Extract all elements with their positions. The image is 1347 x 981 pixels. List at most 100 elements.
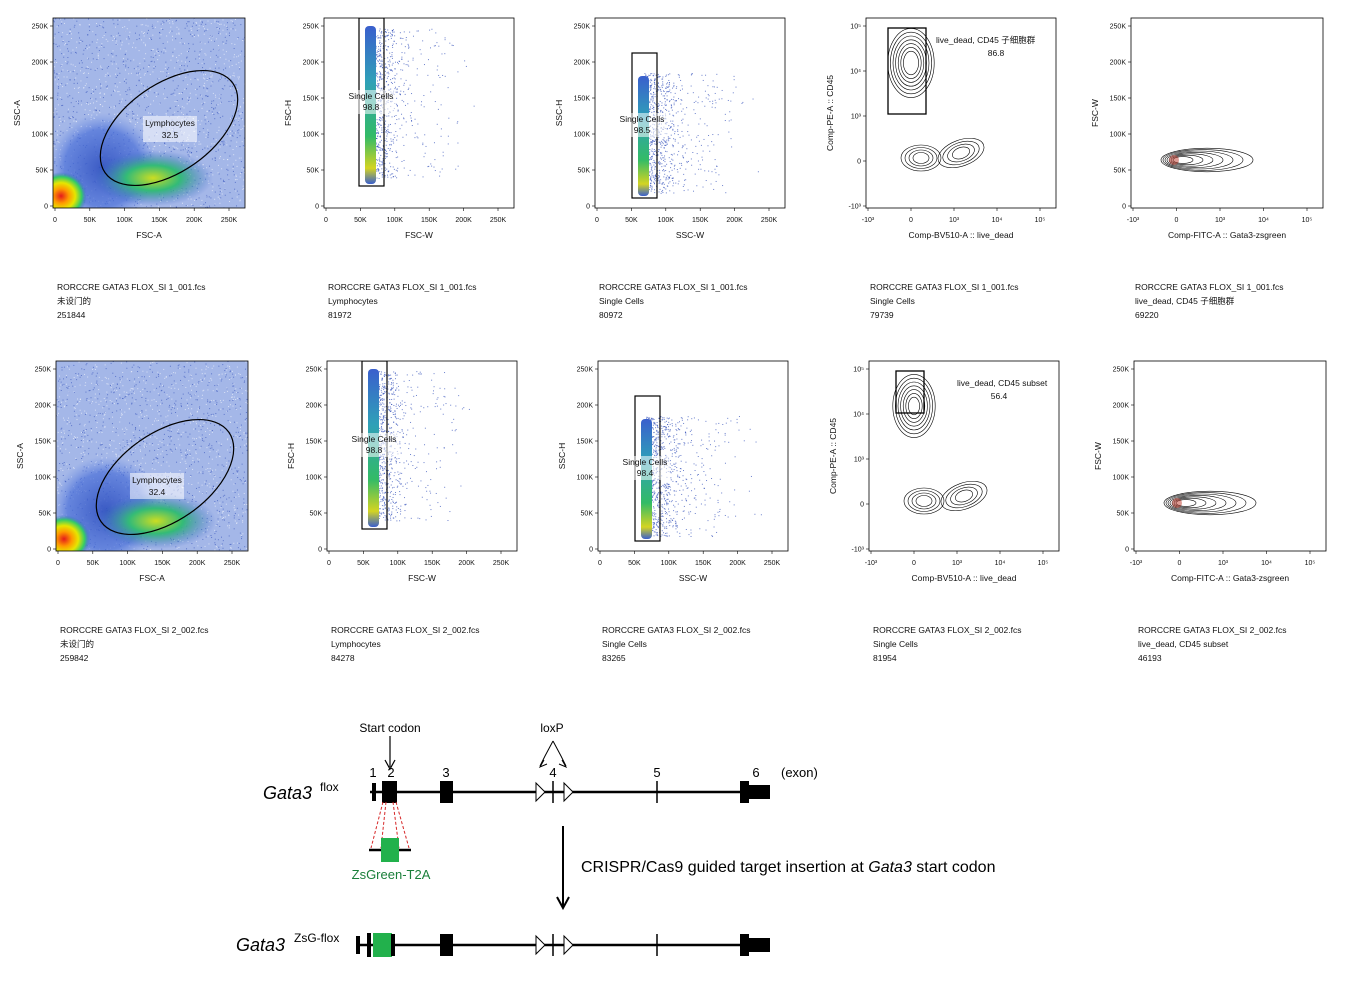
event-dot xyxy=(686,160,688,162)
event-dot xyxy=(224,194,226,196)
contour-line xyxy=(897,43,925,83)
event-dot xyxy=(155,95,157,97)
event-dot xyxy=(58,45,60,47)
event-dot xyxy=(191,203,193,205)
event-dot xyxy=(211,536,213,538)
event-dot xyxy=(663,169,665,171)
event-dot xyxy=(385,81,387,83)
event-dot xyxy=(684,179,686,181)
event-dot xyxy=(376,51,378,53)
event-dot xyxy=(436,69,438,71)
event-dot xyxy=(226,40,228,42)
event-dot xyxy=(107,40,109,42)
event-dot xyxy=(128,87,130,89)
event-dot xyxy=(196,151,198,153)
event-dot xyxy=(217,149,219,151)
event-dot xyxy=(84,423,86,425)
y-axis-title: SSC-A xyxy=(12,100,22,126)
event-dot xyxy=(108,378,110,380)
event-dot xyxy=(378,126,380,128)
event-dot xyxy=(193,143,195,145)
event-dot xyxy=(225,42,227,44)
event-dot xyxy=(386,66,388,68)
event-dot xyxy=(246,549,248,551)
event-dot xyxy=(178,32,180,34)
event-dot xyxy=(171,412,173,414)
event-dot xyxy=(207,136,209,138)
event-dot xyxy=(730,100,732,102)
event-dot xyxy=(187,97,189,99)
event-dot xyxy=(218,549,220,551)
event-dot xyxy=(661,183,663,185)
event-dot xyxy=(416,136,418,138)
event-dot xyxy=(146,391,148,393)
x-tick-label: 10⁴ xyxy=(1258,217,1269,224)
event-dot xyxy=(375,65,377,67)
event-dot xyxy=(101,44,103,46)
event-dot xyxy=(397,109,399,111)
event-dot xyxy=(115,55,117,57)
lymphocyte-gate xyxy=(99,69,239,187)
event-dot xyxy=(236,145,238,147)
event-dot xyxy=(396,139,398,141)
event-dot xyxy=(378,79,380,81)
event-dot xyxy=(203,422,205,424)
event-dot xyxy=(197,34,199,36)
event-dot xyxy=(231,197,233,199)
event-dot xyxy=(205,202,207,204)
event-dot xyxy=(229,155,231,157)
event-dot xyxy=(203,77,205,79)
event-dot xyxy=(188,380,190,382)
event-dot xyxy=(672,146,674,148)
event-dot xyxy=(173,380,175,382)
event-dot xyxy=(62,41,64,43)
event-dot xyxy=(444,53,446,55)
event-dot xyxy=(184,69,186,71)
event-dot xyxy=(152,424,154,426)
event-dot xyxy=(115,43,117,45)
event-dot xyxy=(420,104,422,106)
event-dot xyxy=(212,48,214,50)
event-dot xyxy=(660,111,662,113)
event-dot xyxy=(116,389,118,391)
event-dot xyxy=(681,99,683,101)
event-dot xyxy=(186,399,188,401)
event-dot xyxy=(657,105,659,107)
event-dot xyxy=(417,123,419,125)
event-dot xyxy=(695,100,697,102)
y-tick-label: 250K xyxy=(32,24,49,31)
event-dot xyxy=(166,20,168,22)
event-dot xyxy=(73,120,75,122)
event-dot xyxy=(728,131,730,133)
event-dot xyxy=(144,97,146,99)
event-dot xyxy=(105,86,107,88)
event-dot xyxy=(81,104,83,106)
event-dot xyxy=(645,74,647,76)
event-dot xyxy=(203,452,205,454)
event-dot xyxy=(119,421,121,423)
event-dot xyxy=(129,451,131,453)
event-dot xyxy=(197,382,199,384)
event-dot xyxy=(163,368,165,370)
event-dot xyxy=(431,165,433,167)
event-dot xyxy=(394,86,396,88)
event-dot xyxy=(713,86,715,88)
event-dot xyxy=(206,196,208,198)
event-dot xyxy=(70,63,72,65)
event-dot xyxy=(223,43,225,45)
event-dot xyxy=(240,424,242,426)
event-dot xyxy=(228,35,230,37)
x-tick-label: 50K xyxy=(625,217,638,224)
event-dot xyxy=(241,119,243,121)
event-dot xyxy=(191,408,193,410)
event-dot xyxy=(76,111,78,113)
event-dot xyxy=(651,108,653,110)
y-tick-label: 10⁴ xyxy=(850,69,861,76)
event-dot xyxy=(224,141,226,143)
event-dot xyxy=(89,44,91,46)
event-dot xyxy=(404,52,406,54)
event-dot xyxy=(237,436,239,438)
event-dot xyxy=(101,380,103,382)
gate-label: Lymphocytes xyxy=(145,118,195,128)
event-dot xyxy=(243,381,245,383)
